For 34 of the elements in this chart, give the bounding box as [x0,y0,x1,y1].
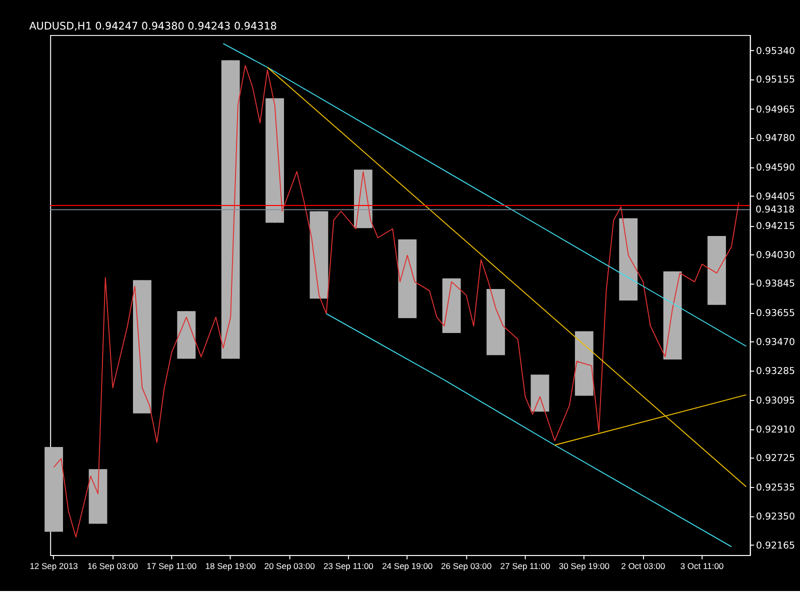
y-tick-label: 0.95340 [756,46,796,57]
x-tick-label: 20 Sep 03:00 [264,560,316,571]
x-tick-label: 26 Sep 03:00 [441,560,492,571]
x-tick-label: 30 Sep 19:00 [558,560,610,571]
y-tick-label: 0.94965 [756,104,796,116]
y-tick-label: 0.93285 [756,366,796,377]
x-tick-label: 23 Sep 11:00 [323,560,374,571]
x-tick-label: 24 Sep 19:00 [382,560,433,571]
x-tick-label: 12 Sep 2013 [30,560,78,571]
y-tick-label: 0.94215 [756,221,796,232]
y-tick-label: 0.94590 [756,162,796,174]
x-tick-label: 16 Sep 03:00 [87,560,138,571]
x-tick-label: 18 Sep 19:00 [205,560,256,571]
y-tick-label: 0.92165 [756,540,796,552]
y-tick-label: 0.94030 [756,250,796,261]
y-tick-label: 0.92725 [756,453,796,464]
x-tick-label: 2 Oct 03:00 [621,560,666,571]
y-tick-label: 0.95155 [756,74,796,86]
y-tick-label: 0.93845 [756,278,796,290]
x-tick-label: 27 Sep 11:00 [500,560,550,571]
x-tick-label: 3 Oct 11:00 [680,560,724,571]
ref-line-label: 0.94318 [756,204,795,216]
line-series [53,65,740,538]
y-tick-label: 0.93655 [756,308,796,320]
y-tick-label: 0.92910 [756,424,796,436]
chart-title: AUDUSD,H1 0.94247 0.94380 0.94243 0.94318 [29,20,277,32]
y-tick-label: 0.92535 [756,482,796,494]
y-tick-label: 0.94780 [756,133,796,144]
y-tick-label: 0.94405 [756,191,796,202]
y-tick-label: 0.92350 [756,511,796,522]
x-tick-label: 17 Sep 11:00 [146,560,197,571]
line-series [326,313,732,548]
y-tick-label: 0.93095 [756,395,796,406]
y-tick-label: 0.93470 [756,337,796,348]
